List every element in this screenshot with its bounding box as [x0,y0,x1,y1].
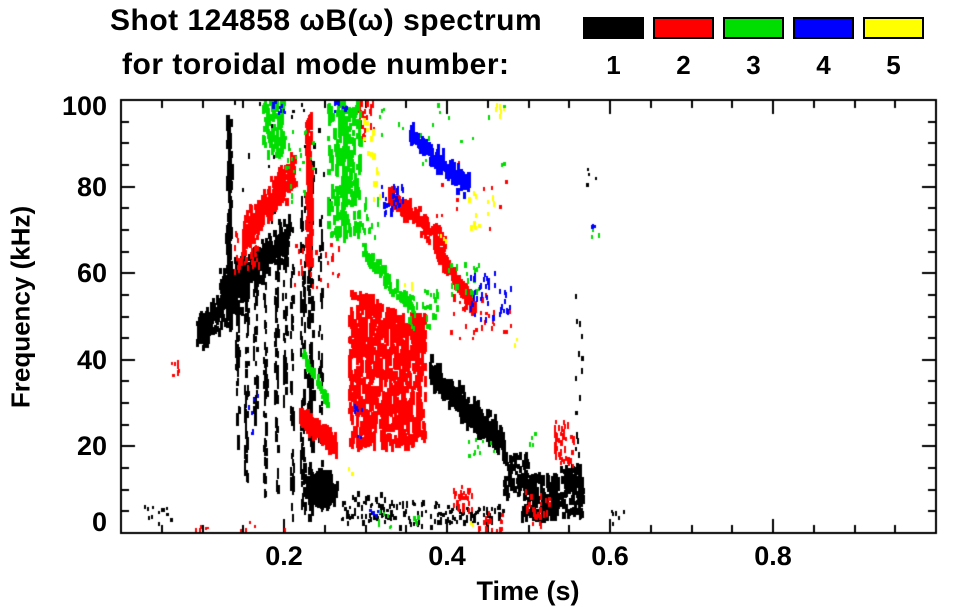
legend-swatch-mode-4 [793,17,854,39]
legend-label-mode-5: 5 [886,50,901,80]
figure-title-line2: for toroidal mode number: [122,48,510,81]
legend-label-mode-3: 3 [746,50,761,80]
legend-swatch-mode-2 [653,17,714,39]
x-axis-label: Time (s) [476,576,580,606]
legend-label-mode-4: 4 [816,50,831,80]
x-tick-label-0.6: 0.6 [591,541,629,571]
y-tick-label-40: 40 [76,344,107,375]
y-tick-label-80: 80 [76,171,107,202]
x-tick-label-0.4: 0.4 [428,541,466,571]
x-tick-label-0.8: 0.8 [754,541,792,571]
legend-label-mode-1: 1 [606,50,621,80]
legend-swatch-mode-1 [583,17,644,39]
y-tick-label-0: 0 [91,507,107,537]
legend-label-mode-2: 2 [676,50,691,80]
x-tick-label-0.2: 0.2 [265,541,303,571]
y-tick-label-60: 60 [76,258,107,289]
y-axis-label: Frequency (kHz) [5,205,36,409]
legend-swatch-mode-5 [863,17,924,39]
legend-swatch-mode-3 [723,17,784,39]
y-tick-label-100: 100 [61,91,107,121]
figure-title-line1: Shot 124858 ωB(ω) spectrum [110,4,543,37]
y-tick-label-20: 20 [76,431,107,462]
